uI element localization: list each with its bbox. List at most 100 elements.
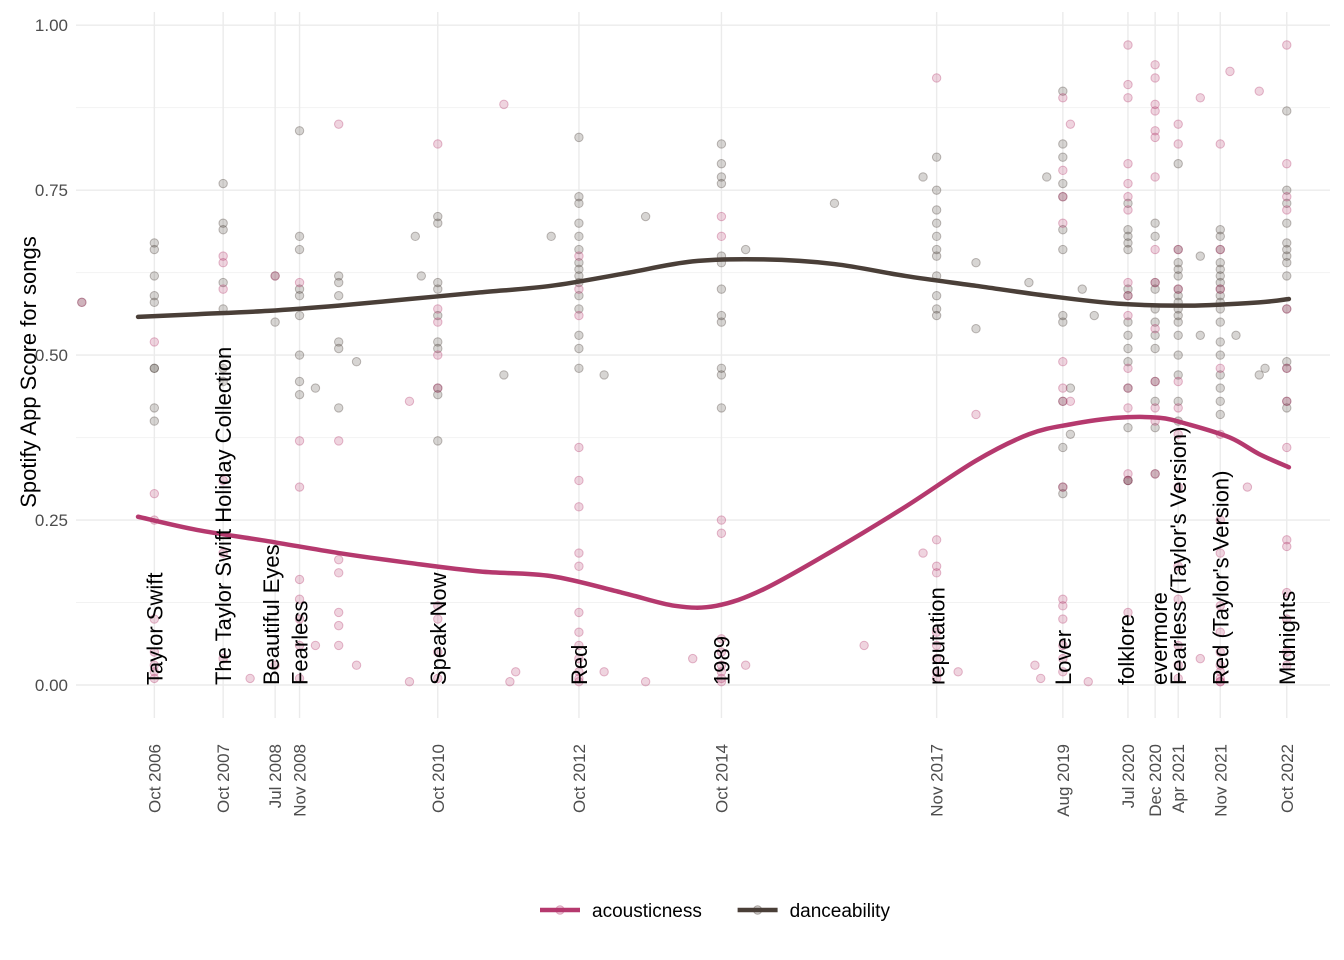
x-tick-label: Dec 2020 <box>1146 744 1165 817</box>
danceability-point <box>640 211 651 222</box>
acousticness-point <box>716 677 727 687</box>
danceability-point <box>416 271 426 281</box>
acousticness-point <box>294 614 305 624</box>
danceability-point <box>574 264 584 275</box>
danceability-point <box>1282 238 1292 248</box>
acousticness-point <box>716 211 727 222</box>
danceability-point <box>1215 396 1225 406</box>
danceability-point <box>1123 291 1133 301</box>
danceability-point <box>716 159 727 169</box>
danceability-point <box>1123 475 1133 486</box>
acousticness-point <box>433 673 443 684</box>
acousticness-point <box>404 677 415 687</box>
danceability-point <box>334 271 344 281</box>
acousticness-point <box>1282 442 1292 453</box>
danceability-point <box>1123 198 1133 209</box>
acousticness-point <box>574 667 584 677</box>
acousticness-point <box>149 488 160 499</box>
x-tick-label: Aug 2019 <box>1054 744 1073 817</box>
danceability-point <box>1077 284 1087 294</box>
acousticness-point <box>574 561 584 571</box>
danceability-point <box>1058 192 1068 202</box>
acousticness-point <box>931 673 942 684</box>
danceability-point <box>574 192 584 202</box>
acousticness-point <box>1173 660 1183 670</box>
acousticness-point <box>334 436 344 446</box>
danceability-point <box>1173 350 1183 360</box>
danceability-point <box>1173 396 1183 406</box>
acousticness-point <box>1195 653 1205 664</box>
album-label: Lover <box>1051 630 1076 685</box>
acousticness-point <box>1215 601 1225 611</box>
danceability-point <box>574 218 584 228</box>
acousticness-point <box>1123 475 1133 486</box>
album-label: Speak Now <box>426 572 451 685</box>
x-tick-label: Oct 2014 <box>712 744 731 813</box>
acousticness-point <box>574 673 584 684</box>
danceability-point <box>1282 251 1292 261</box>
danceability-point <box>574 363 584 373</box>
acousticness-point <box>931 640 942 651</box>
acousticness-point <box>1030 660 1040 670</box>
acousticness-point <box>1123 192 1133 202</box>
danceability-point <box>1215 383 1225 393</box>
danceability-point <box>433 211 443 222</box>
danceability-point <box>1173 291 1183 301</box>
acousticness-point <box>1225 66 1235 77</box>
danceability-point <box>1123 343 1133 354</box>
acousticness-point <box>1282 363 1292 373</box>
acousticness-point <box>574 640 584 651</box>
x-tick-label: Oct 2006 <box>145 744 164 813</box>
acousticness-point <box>1058 396 1068 406</box>
acousticness-point <box>334 554 344 565</box>
acousticness-point <box>1123 40 1133 50</box>
acousticness-point <box>716 673 727 684</box>
danceability-point <box>931 291 942 301</box>
danceability-point <box>1123 225 1133 235</box>
acousticness-point <box>1058 165 1068 176</box>
danceability-point <box>1215 409 1225 420</box>
danceability-point <box>1042 172 1052 182</box>
danceability-point <box>294 126 305 136</box>
danceability-point <box>1215 258 1225 268</box>
danceability-point <box>931 251 942 261</box>
acousticness-point <box>1215 677 1225 687</box>
danceability-point <box>1150 231 1160 242</box>
danceability-point <box>433 277 443 288</box>
danceability-point <box>433 310 443 321</box>
danceability-point <box>1195 330 1205 341</box>
danceability-point <box>1215 284 1225 294</box>
x-tick-label: Nov 2021 <box>1211 744 1230 817</box>
acousticness-point <box>1150 277 1160 288</box>
acousticness-trend-line <box>135 414 1292 610</box>
danceability-point <box>1282 244 1292 255</box>
acousticness-point <box>1215 647 1225 657</box>
acousticness-point <box>931 653 942 664</box>
grid-major <box>76 12 1330 718</box>
x-tick-label: Oct 2010 <box>429 744 448 813</box>
acousticness-point <box>574 310 584 321</box>
acousticness-point <box>1215 363 1225 373</box>
danceability-point <box>1150 317 1160 327</box>
danceability-point <box>574 343 584 354</box>
x-tick-label: Oct 2022 <box>1278 744 1297 813</box>
acousticness-point <box>334 568 344 578</box>
acousticness-point <box>1173 429 1183 439</box>
x-tick-label: Oct 2007 <box>214 744 233 813</box>
acousticness-point <box>1215 667 1225 677</box>
acousticness-point <box>433 601 443 611</box>
y-tick-label: 0.00 <box>35 676 68 695</box>
x-tick-label: Apr 2021 <box>1169 744 1188 813</box>
acousticness-point <box>1058 357 1068 367</box>
acousticness-point <box>859 640 869 651</box>
danceability-point <box>716 284 727 294</box>
acousticness-point <box>1173 119 1183 129</box>
acousticness-point <box>294 640 305 651</box>
danceability-point <box>574 258 584 268</box>
album-label: Fearless <box>288 601 313 685</box>
danceability-point <box>1215 264 1225 275</box>
danceability-point <box>1123 284 1133 294</box>
acousticness-point <box>218 475 228 486</box>
danceability-point <box>433 436 443 446</box>
danceability-point <box>149 416 160 426</box>
